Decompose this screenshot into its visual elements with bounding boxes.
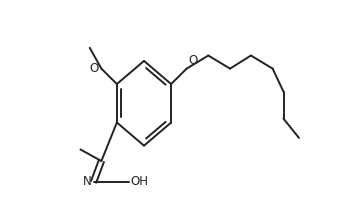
Text: O: O — [90, 62, 99, 75]
Text: N: N — [83, 175, 92, 188]
Text: O: O — [188, 54, 198, 67]
Text: OH: OH — [130, 175, 148, 188]
